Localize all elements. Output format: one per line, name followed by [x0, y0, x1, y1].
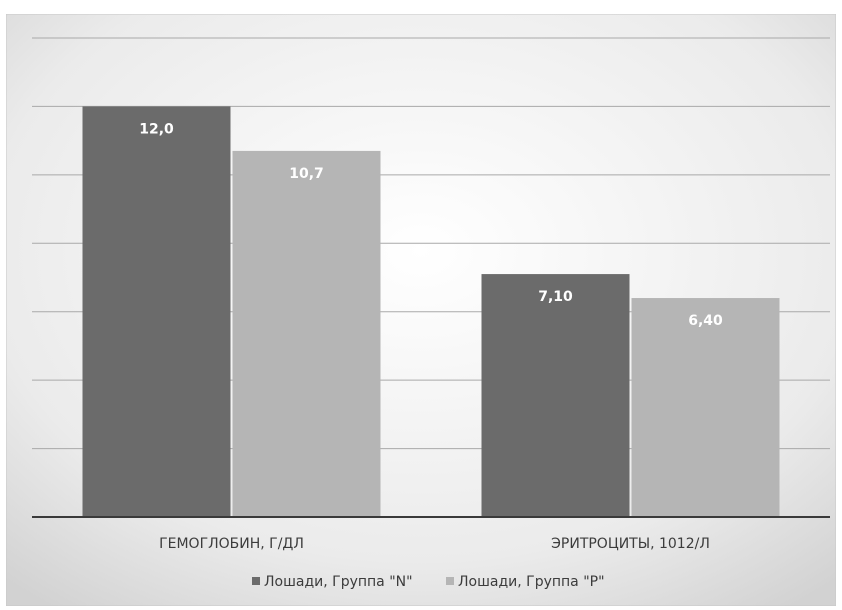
data-label-0-0: 12,0	[139, 121, 174, 137]
category-labels: ГЕМОГЛОБИН, Г/ДЛ ЭРИТРОЦИТЫ, 1012/Л	[159, 536, 710, 552]
legend-swatch-1	[446, 577, 454, 585]
data-label-1-0: 7,10	[538, 289, 573, 305]
category-label-1: ЭРИТРОЦИТЫ, 1012/Л	[551, 536, 710, 552]
bar-0-0	[82, 106, 231, 517]
bar-chart-svg: 12,0 10,7 7,10 6,40 ГЕМОГЛОБИН, Г/ДЛ ЭРИТРОЦ…	[6, 14, 836, 606]
data-labels: 12,0 10,7 7,10 6,40	[139, 121, 723, 329]
legend-label-0: Лошади, Группа "N"	[264, 574, 413, 590]
data-label-0-1: 10,7	[289, 166, 324, 182]
bars	[82, 106, 780, 517]
bar-1-1	[631, 298, 780, 517]
data-label-1-1: 6,40	[688, 313, 723, 329]
legend-label-1: Лошади, Группа "P"	[458, 574, 605, 590]
bar-1-0	[481, 274, 630, 517]
chart: 12,0 10,7 7,10 6,40 ГЕМОГЛОБИН, Г/ДЛ ЭРИТРОЦ…	[6, 14, 836, 606]
bar-0-1	[232, 150, 381, 517]
legend: Лошади, Группа "N" Лошади, Группа "P"	[252, 574, 605, 590]
category-label-0: ГЕМОГЛОБИН, Г/ДЛ	[159, 536, 304, 552]
legend-swatch-0	[252, 577, 260, 585]
